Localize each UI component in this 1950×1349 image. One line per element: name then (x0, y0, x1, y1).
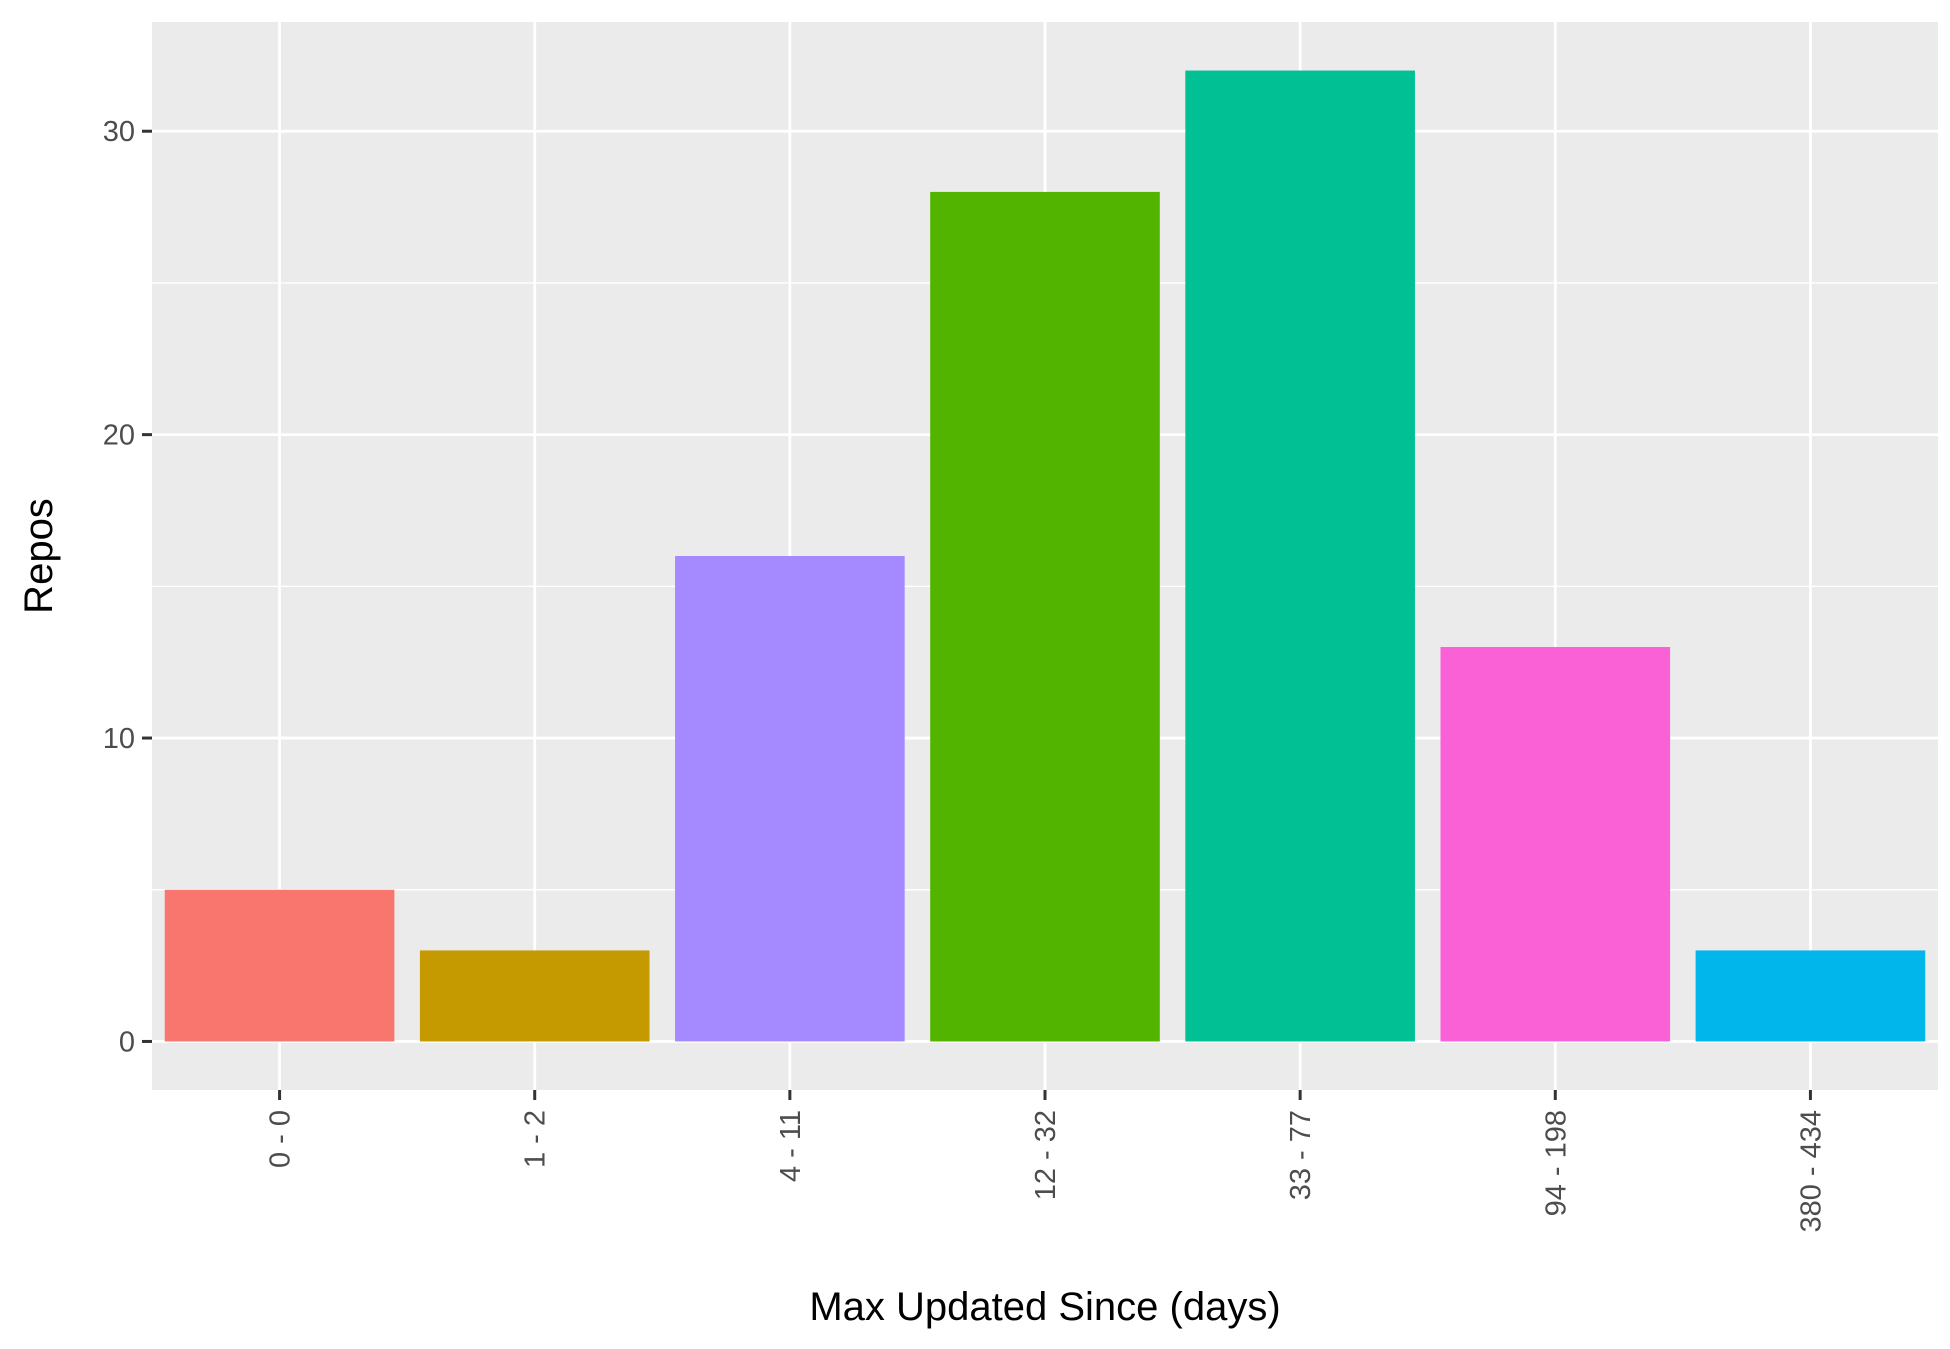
x-axis: 0 - 0 1 - 2 4 - 11 12 - 32 33 - 77 94 - 198 38… (265, 1090, 1827, 1233)
x-axis-title: Max Updated Since (days) (809, 1285, 1280, 1329)
bars (164, 70, 1926, 1042)
x-tick-label: 12 - 32 (1030, 1110, 1062, 1200)
y-tick-label: 30 (103, 116, 135, 148)
y-tick-label: 20 (103, 420, 135, 452)
bar-94-198 (1440, 647, 1671, 1042)
bar-380-434 (1695, 950, 1926, 1042)
y-tick-label: 10 (103, 723, 135, 755)
bar-0-0 (164, 889, 395, 1042)
x-tick-label: 4 - 11 (775, 1110, 807, 1182)
x-tick-label: 1 - 2 (520, 1110, 552, 1168)
bar-33-77 (1185, 70, 1415, 1042)
y-axis: 0 10 20 30 (103, 116, 152, 1058)
x-tick-label: 94 - 198 (1540, 1110, 1572, 1216)
y-tick-label: 0 (119, 1026, 135, 1058)
bar-1-2 (419, 950, 650, 1042)
x-tick-label: 0 - 0 (265, 1110, 297, 1168)
bar-4-11 (675, 556, 905, 1042)
bar-12-32 (930, 191, 1160, 1042)
x-tick-label: 380 - 434 (1795, 1110, 1827, 1233)
y-axis-title: Repos (17, 498, 61, 614)
x-tick-label: 33 - 77 (1285, 1110, 1317, 1200)
